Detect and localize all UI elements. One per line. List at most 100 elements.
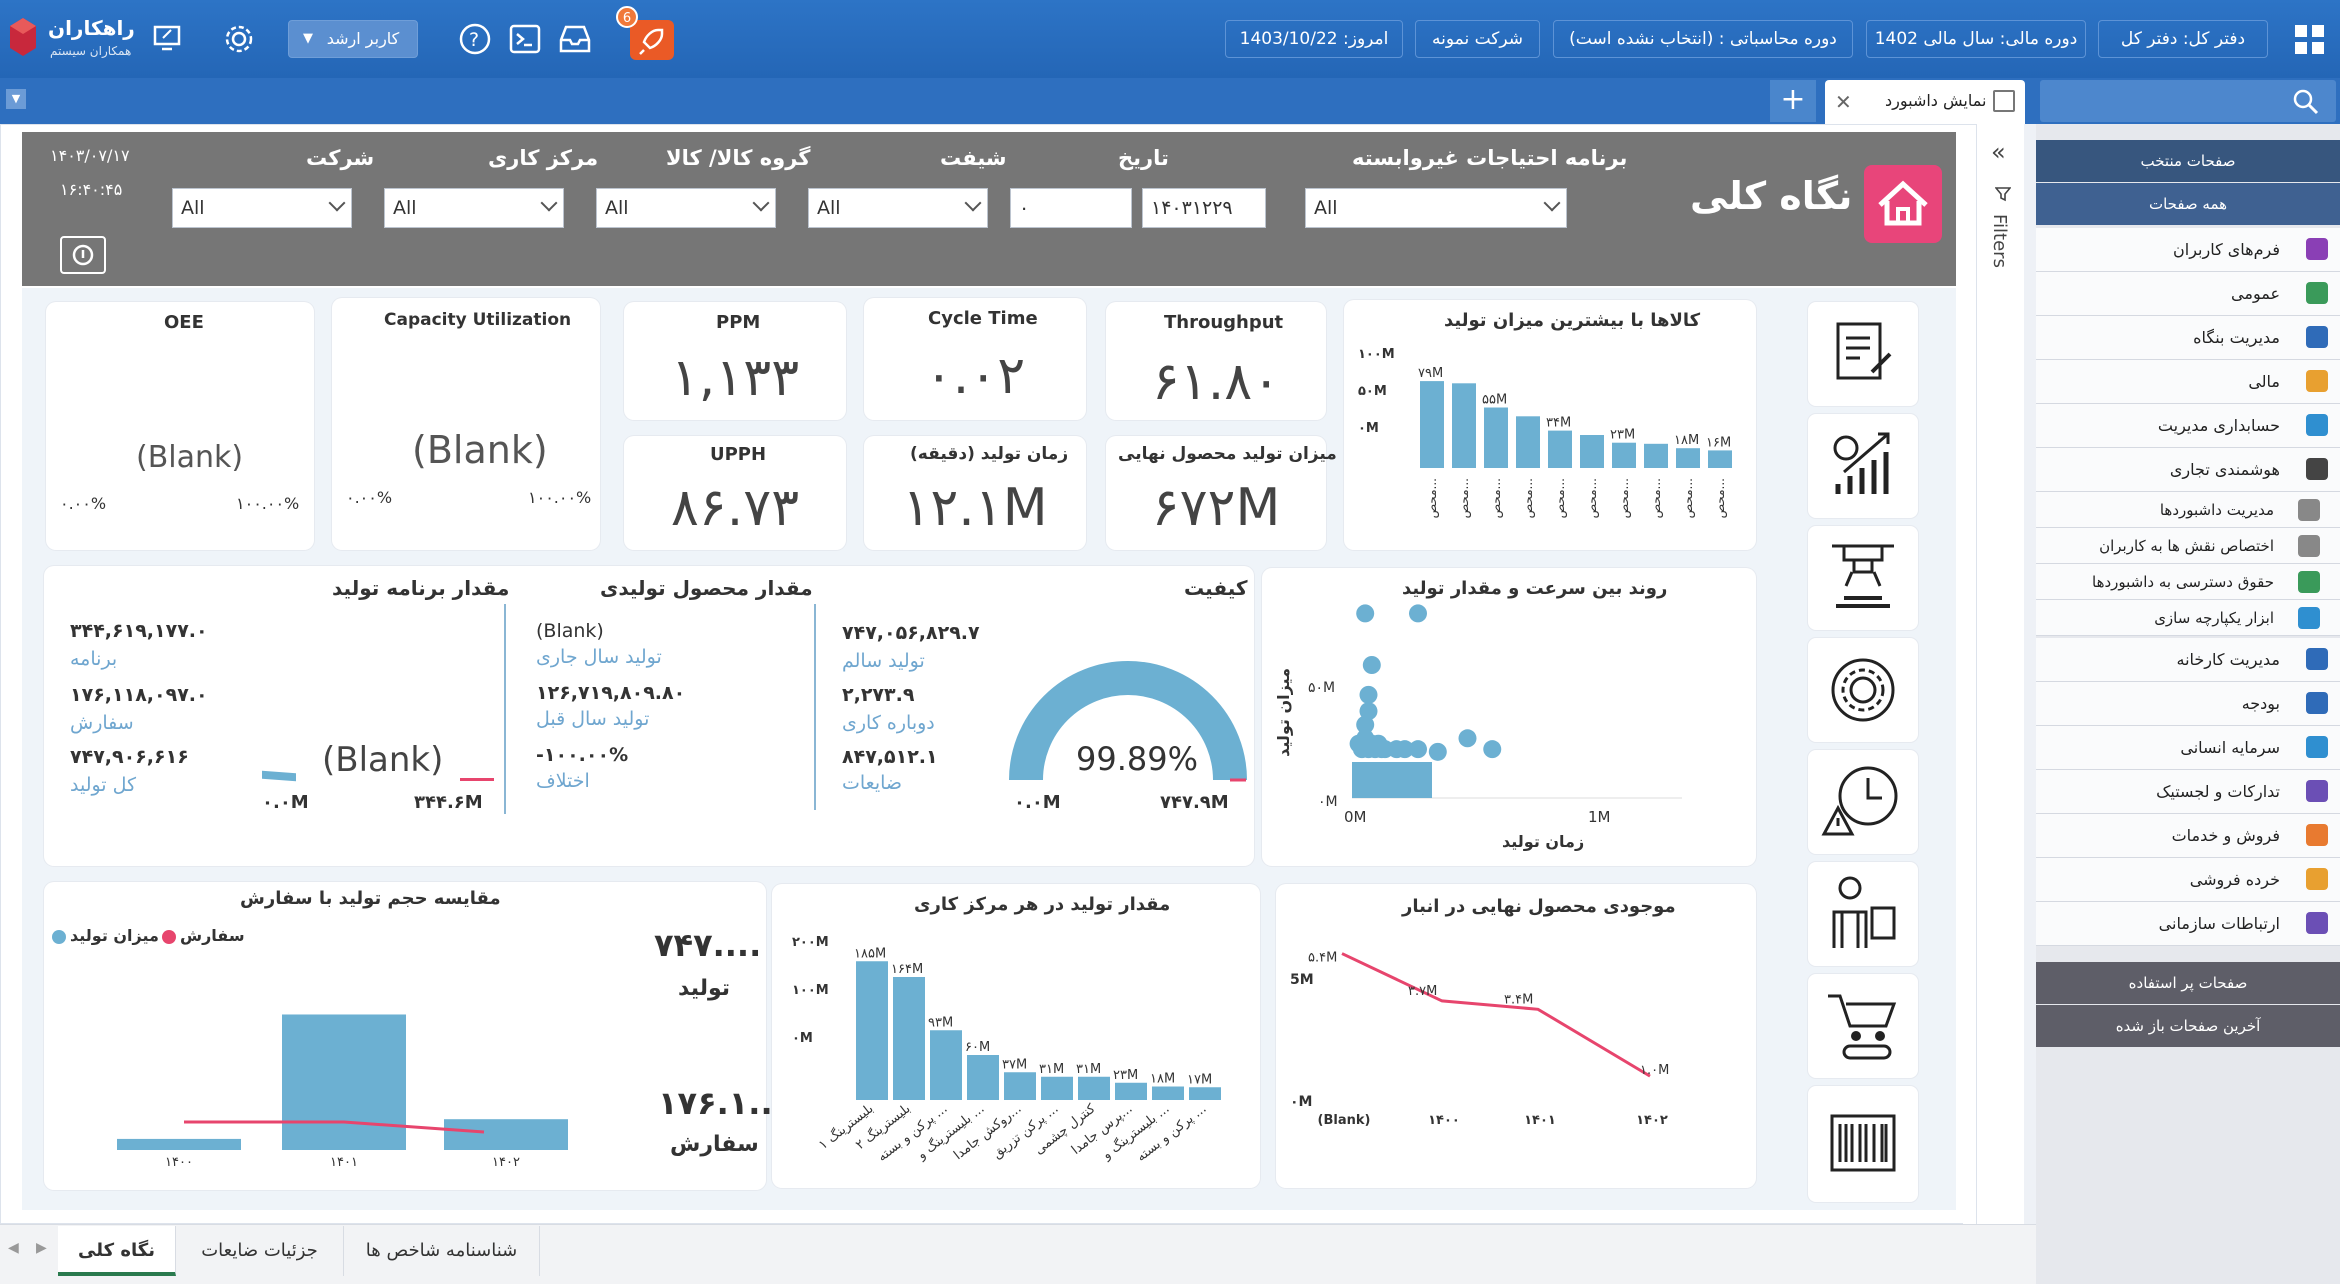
- filter-shift-select[interactable]: All: [808, 188, 988, 228]
- search-icon[interactable]: [2292, 88, 2320, 120]
- filter-center-select[interactable]: All: [384, 188, 564, 228]
- sidebar-item-16[interactable]: ارتباطات سازمانی: [2036, 902, 2340, 946]
- scatter-card[interactable]: روند بین سرعت و مقدار تولید میزان تولید …: [1262, 568, 1756, 866]
- user-role-button[interactable]: ▼ کاربر ارشد: [288, 20, 418, 58]
- kpi-cycle-card[interactable]: Cycle Time ۰.۰۲: [864, 298, 1086, 420]
- filter-group-label: گروه کالا/ کالا: [666, 146, 811, 170]
- kpi-upph-card[interactable]: UPPH ۸۶.۷۳: [624, 436, 846, 550]
- data-label: ۹۳M: [928, 1015, 953, 1030]
- apps-grid-icon[interactable]: [2294, 24, 2326, 60]
- user-role-label: کاربر ارشد: [326, 29, 400, 48]
- sidebar-item-5[interactable]: هوشمندی تجاری: [2036, 448, 2340, 492]
- legend-order: سفارش: [180, 926, 245, 945]
- company-info[interactable]: شرکت نمونه: [1415, 20, 1540, 58]
- help-icon[interactable]: ?: [458, 22, 492, 60]
- bar: [1420, 381, 1444, 468]
- nav-icon-clock-warning[interactable]: [1808, 750, 1918, 854]
- gear-icon[interactable]: [222, 22, 256, 60]
- filters-pane-strip[interactable]: « Filters: [1976, 124, 2024, 1224]
- collapse-arrow-icon[interactable]: ▼: [6, 89, 26, 109]
- ledger-info[interactable]: دفتر کل: دفتر کل: [2098, 20, 2268, 58]
- sidebar-item-12[interactable]: سرمایه انسانی: [2036, 726, 2340, 770]
- info-button[interactable]: [60, 236, 106, 274]
- compare-big-1: ۷۴۷....: [654, 926, 762, 964]
- stock-card[interactable]: موجودی محصول نهایی در انبار 5M ۰M ۵.۴M (Bla…: [1276, 884, 1756, 1188]
- sidebar-item-14[interactable]: فروش و خدمات: [2036, 814, 2340, 858]
- data-label: ۱۶M: [1706, 435, 1731, 450]
- sidebar-item-10[interactable]: مدیریت کارخانه: [2036, 638, 2340, 682]
- kpi-capacity-value: (Blank): [412, 428, 548, 472]
- sidebar-item-1[interactable]: عمومی: [2036, 272, 2340, 316]
- sidebar-item-8[interactable]: حقوق دسترسی به داشبوردها: [2036, 564, 2340, 600]
- brand-name: راهکاران: [48, 16, 135, 40]
- sidebar-item-9[interactable]: ابزار یکپارچه سازی: [2036, 600, 2340, 636]
- tab-waste-details[interactable]: جزئیات ضایعات: [176, 1226, 344, 1276]
- sidebar-item-13[interactable]: تدارکات و لجستیک: [2036, 770, 2340, 814]
- filter-company-select[interactable]: All: [172, 188, 352, 228]
- nav-icon-cart-logs[interactable]: [1808, 974, 1918, 1078]
- filter-program-select[interactable]: All: [1305, 188, 1567, 228]
- bar: [1452, 383, 1476, 468]
- rocket-button[interactable]: [630, 20, 674, 60]
- kpi-ppm-card[interactable]: PPM ۱,۱۳۳: [624, 302, 846, 420]
- kpi-capacity-max: ۱۰۰.۰۰%: [528, 488, 592, 507]
- sidebar-item-3[interactable]: مالی: [2036, 360, 2340, 404]
- bar: [1548, 430, 1572, 468]
- kpi-final-card[interactable]: میزان تولید محصول نهایی ۶۷۲M: [1106, 436, 1337, 550]
- tab-scroll-left[interactable]: ◀: [8, 1240, 19, 1256]
- filter-date-to[interactable]: ۱۴۰۳۱۲۲۹: [1142, 188, 1266, 228]
- kpi-prodtime-card[interactable]: زمان تولید (دقیقه) ۱۲.۱M: [864, 436, 1086, 550]
- tab-scroll-right[interactable]: ▶: [36, 1240, 47, 1256]
- nav-icon-barcode[interactable]: [1808, 1086, 1918, 1202]
- kpi-capacity-card[interactable]: Capacity Utilization (Blank) ۰.۰۰% ۱۰۰.۰…: [332, 298, 600, 550]
- tab-dashboard[interactable]: ✕ نمایش داشبورد: [1825, 80, 2025, 124]
- sidebar-item-0[interactable]: فرم‌های کاربران: [2036, 228, 2340, 272]
- compare-card[interactable]: مقایسه حجم تولید با سفارش میزان تولید سف…: [44, 882, 785, 1190]
- sidebar-all-pages[interactable]: همه صفحات: [2036, 183, 2340, 225]
- close-icon[interactable]: ✕: [1835, 90, 1852, 114]
- sidebar-recent[interactable]: آخرین صفحات باز شده: [2036, 1005, 2340, 1047]
- sidebar-item-icon: [2306, 648, 2328, 670]
- filter-date-from[interactable]: ۰: [1010, 188, 1132, 228]
- x-tick-label: محص...: [1649, 478, 1664, 518]
- sidebar-item-label: مدیریت بنگاه: [2193, 328, 2280, 347]
- sidebar-search-input[interactable]: [2040, 80, 2336, 122]
- top-products-card[interactable]: کالاها با بیشترین میزان تولید ۱۰۰M ۵۰M ۰M ۷…: [1344, 300, 1756, 550]
- sidebar-frequent[interactable]: صفحات پر استفاده: [2036, 962, 2340, 1004]
- calc-period-info[interactable]: دوره محاسباتی : (انتخاب نشده است): [1553, 20, 1853, 58]
- nav-icon-machine-arm[interactable]: [1808, 526, 1918, 630]
- center-card[interactable]: مقدار تولید در هر مرکز کاری ۲۰۰M ۱۰۰M ۰M ۱۸…: [772, 884, 1260, 1188]
- filter-center-label: مرکز کاری: [488, 146, 599, 170]
- tab-overview[interactable]: نگاه کلی: [58, 1226, 176, 1276]
- product-label-3: اختلاف: [536, 770, 590, 792]
- nav-icon-order-form[interactable]: [1808, 302, 1918, 406]
- kpi-throughput-card[interactable]: Throughput ۶۱.۸۰: [1106, 302, 1326, 420]
- data-label: ۵۵M: [1482, 393, 1507, 408]
- sidebar-item-4[interactable]: حسابداری مدیریت: [2036, 404, 2340, 448]
- terminal-icon[interactable]: [509, 24, 541, 58]
- data-label: ۱۸M: [1150, 1072, 1175, 1087]
- nav-icon-worker[interactable]: [1808, 862, 1918, 966]
- kpi-capacity-title: Capacity Utilization: [384, 310, 572, 330]
- sidebar-item-15[interactable]: خرده فروشی: [2036, 858, 2340, 902]
- inbox-icon[interactable]: [558, 24, 592, 58]
- nav-icon-growth[interactable]: [1808, 414, 1918, 518]
- sidebar-item-2[interactable]: مدیریت بنگاه: [2036, 316, 2340, 360]
- home-icon[interactable]: [1864, 165, 1942, 243]
- sidebar-selected-pages[interactable]: صفحات منتخب: [2036, 140, 2340, 182]
- plan-blank: (Blank): [322, 740, 444, 780]
- monitor-icon[interactable]: [152, 24, 182, 56]
- sidebar-item-6[interactable]: مدیریت داشبوردها: [2036, 492, 2340, 528]
- top-products-title: کالاها با بیشترین میزان تولید: [1444, 310, 1701, 331]
- kpi-oee-value: (Blank): [136, 440, 244, 475]
- add-tab-button[interactable]: +: [1770, 80, 1816, 122]
- sidebar-item-11[interactable]: بودجه: [2036, 682, 2340, 726]
- collapse-filters-icon[interactable]: «: [1991, 138, 2006, 166]
- kpi-oee-card[interactable]: OEE (Blank) ۰.۰۰% ۱۰۰.۰۰%: [46, 302, 314, 550]
- tab-kpi-profiles[interactable]: شناسنامه شاخص ها: [344, 1226, 540, 1276]
- filter-group-select[interactable]: All: [596, 188, 776, 228]
- quality-title: کیفیت: [1184, 576, 1248, 600]
- nav-icon-cycle-gear[interactable]: [1808, 638, 1918, 742]
- sidebar-item-7[interactable]: اختصاص نقش ها به کاربران: [2036, 528, 2340, 564]
- fiscal-period-info[interactable]: دوره مالی: سال مالی 1402: [1866, 20, 2086, 58]
